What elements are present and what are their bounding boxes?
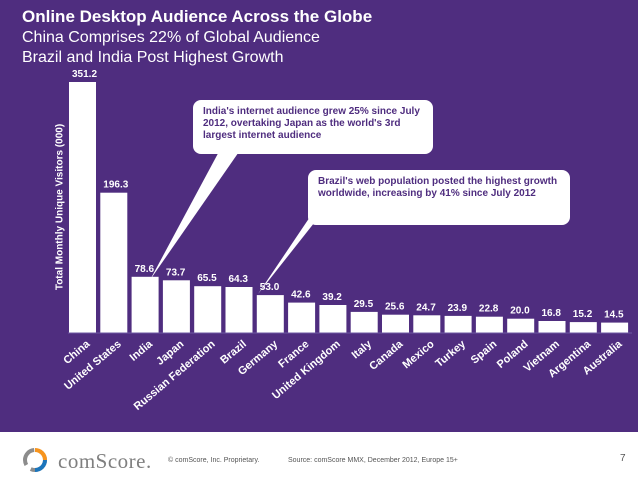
value-label-australia: 14.5 <box>604 310 624 321</box>
bar-mexico <box>413 315 441 333</box>
copyright-text: © comScore, Inc. Proprietary. <box>168 457 260 464</box>
bar-russian-federation <box>194 286 222 333</box>
bar-germany <box>256 295 284 333</box>
value-label-canada: 25.6 <box>385 302 405 313</box>
india-callout: India's internet audience grew 25% since… <box>193 100 433 154</box>
tick-label-mexico: Mexico <box>400 338 436 371</box>
value-label-japan: 73.7 <box>166 267 186 278</box>
value-label-spain: 22.8 <box>479 304 499 315</box>
bar-argentina <box>569 322 597 333</box>
value-label-united-kingdom: 39.2 <box>322 292 342 303</box>
value-label-russian-federation: 65.5 <box>197 273 217 284</box>
bar-france <box>288 302 316 333</box>
subtitle-china: China Comprises 22% of Global Audience <box>22 29 320 46</box>
bar-vietnam <box>538 321 566 333</box>
value-label-mexico: 24.7 <box>416 302 436 313</box>
bar-chart: 351.2 196.3 78.6 73.7 65.5 64.3 53.0 42.6 39.2 29… <box>61 69 632 413</box>
value-label-germany: 53.0 <box>260 282 280 293</box>
value-label-china: 351.2 <box>72 69 97 80</box>
subtitle-growth: Brazil and India Post Highest Growth <box>22 49 284 66</box>
tick-label-italy: Italy <box>350 338 375 362</box>
bar-australia <box>601 322 629 333</box>
bar-spain <box>475 316 503 333</box>
value-label-vietnam: 16.8 <box>542 308 562 319</box>
value-label-italy: 29.5 <box>354 299 374 310</box>
value-label-brazil: 64.3 <box>229 274 249 285</box>
bar-united-states <box>100 192 128 333</box>
bar-china <box>69 82 96 333</box>
value-label-united-states: 196.3 <box>103 180 128 191</box>
tick-label-canada: Canada <box>367 338 406 373</box>
brazil-callout: Brazil's web population posted the highe… <box>308 170 570 225</box>
bar-italy <box>350 311 378 333</box>
india-callout-pointer <box>150 146 243 280</box>
value-label-poland: 20.0 <box>510 306 530 317</box>
brand-name: comScore. <box>58 449 152 473</box>
brazil-callout-pointer <box>258 205 318 294</box>
bar-india <box>131 276 159 333</box>
footer <box>0 432 638 479</box>
bar-brazil <box>225 287 253 333</box>
tick-label-india: India <box>128 338 156 364</box>
tick-label-united-states: United States <box>62 338 124 392</box>
value-label-argentina: 15.2 <box>573 309 593 320</box>
bar-canada <box>382 314 409 333</box>
page-number: 7 <box>620 453 626 464</box>
bar-turkey <box>444 315 472 333</box>
comscore-logo-icon <box>23 448 47 472</box>
bar-poland <box>507 318 535 333</box>
chart-title: Online Desktop Audience Across the Globe <box>22 7 373 26</box>
value-label-france: 42.6 <box>291 290 311 301</box>
bar-united-kingdom <box>319 305 347 333</box>
bar-japan <box>162 280 190 333</box>
value-label-turkey: 23.9 <box>448 303 468 314</box>
source-text: Source: comScore MMX, December 2012, Eur… <box>288 457 458 464</box>
tick-label-turkey: Turkey <box>433 338 468 370</box>
value-label-india: 78.6 <box>135 264 155 275</box>
